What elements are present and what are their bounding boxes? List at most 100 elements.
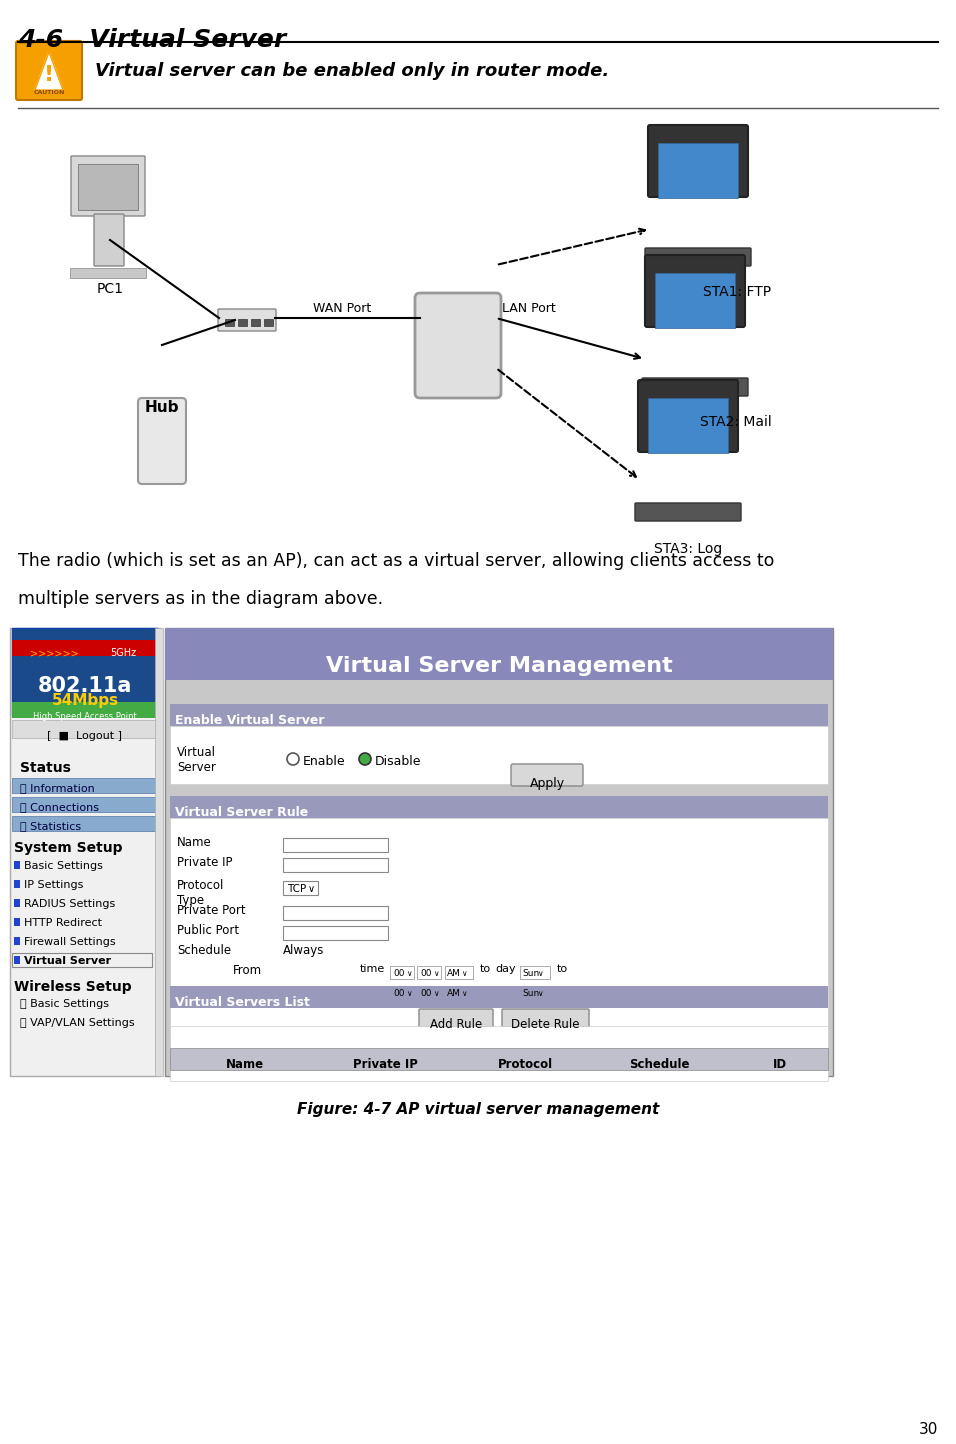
Text: 4-6   Virtual Server: 4-6 Virtual Server [18,27,286,52]
Bar [283,838,388,852]
Text: STA2: Mail: STA2: Mail [700,414,771,429]
Text: Virtual Server: Virtual Server [24,956,111,966]
FancyBboxPatch shape [415,293,501,399]
FancyBboxPatch shape [645,256,745,326]
Bar [390,966,414,979]
Bar [70,269,146,279]
Text: Private IP: Private IP [353,1058,418,1071]
Bar [264,319,273,326]
Text: WAN Port: WAN Port [313,302,371,315]
Bar [648,399,728,453]
Bar [12,953,152,967]
Bar [165,628,833,680]
Circle shape [359,752,371,765]
Text: ∨: ∨ [406,989,412,998]
Bar [283,926,388,940]
Text: Add Rule: Add Rule [430,1018,482,1031]
Bar [520,986,550,999]
Text: Virtual server can be enabled only in router mode.: Virtual server can be enabled only in ro… [95,62,609,79]
Text: Protocol: Protocol [498,1058,554,1071]
Bar [14,956,20,965]
Bar [12,797,158,812]
FancyBboxPatch shape [138,399,186,484]
Text: day: day [495,965,515,975]
Text: ⭢ Connections: ⭢ Connections [20,801,99,812]
Bar [283,858,388,872]
FancyBboxPatch shape [648,126,748,196]
Bar [14,900,20,907]
Text: The radio (which is set as an AP), can act as a virtual server, allowing clients: The radio (which is set as an AP), can a… [18,552,774,570]
Text: ∨: ∨ [433,969,439,978]
Text: Name: Name [227,1058,264,1071]
FancyBboxPatch shape [218,309,276,331]
Bar [78,165,138,209]
Bar [170,817,828,1044]
Text: ∨: ∨ [461,969,467,978]
Text: Virtual Server Rule: Virtual Server Rule [175,806,308,819]
Bar [14,861,20,869]
FancyBboxPatch shape [502,1009,589,1027]
Text: 54Mbps: 54Mbps [52,693,119,708]
Text: to: to [480,965,491,975]
Text: Sun: Sun [522,969,539,978]
Bar [170,1027,828,1082]
Text: Schedule: Schedule [177,944,231,957]
Bar [417,966,441,979]
Text: Public Port: Public Port [177,924,239,937]
Bar [155,628,163,1076]
Text: ∨: ∨ [308,884,315,894]
Bar [238,319,247,326]
Text: System Setup: System Setup [14,840,122,855]
Text: 5GHz: 5GHz [110,648,136,658]
Text: 00: 00 [420,989,431,998]
Text: multiple servers as in the diagram above.: multiple servers as in the diagram above… [18,591,383,608]
FancyBboxPatch shape [71,156,145,217]
FancyBboxPatch shape [419,1009,493,1027]
Text: ∨: ∨ [461,989,467,998]
Bar [12,640,158,656]
Text: Hub: Hub [144,400,179,414]
Text: Enable Virtual Server: Enable Virtual Server [175,713,324,726]
Bar [170,705,828,726]
Bar [12,816,158,830]
Text: ID: ID [772,1058,787,1071]
Text: Status: Status [20,761,71,775]
Text: 30: 30 [919,1422,938,1437]
Text: time: time [360,965,385,975]
Text: Basic Settings: Basic Settings [24,861,103,871]
Text: 00: 00 [393,989,404,998]
Text: Protocol
Type: Protocol Type [177,879,225,907]
Text: [  ■  Logout ]: [ ■ Logout ] [48,731,122,741]
Text: PC1: PC1 [97,282,123,296]
Bar [445,986,473,999]
Text: Sun: Sun [522,989,539,998]
Bar [12,721,158,738]
Text: ∨: ∨ [537,969,543,978]
Text: ∨: ∨ [406,969,412,978]
Text: ⭢ Statistics: ⭢ Statistics [20,822,81,830]
Bar [170,986,828,1008]
Text: Figure: 4-7 AP virtual server management: Figure: 4-7 AP virtual server management [297,1102,659,1118]
Text: Firewall Settings: Firewall Settings [24,937,116,947]
Bar [390,986,414,999]
Bar [14,879,20,888]
Text: Always: Always [283,944,324,957]
Text: Virtual Servers List: Virtual Servers List [175,996,310,1009]
Bar [283,905,388,920]
Text: Private Port: Private Port [177,904,246,917]
Bar [655,273,735,328]
Text: IP Settings: IP Settings [24,879,83,890]
Bar [170,796,828,817]
Bar [14,918,20,926]
Text: HTTP Redirect: HTTP Redirect [24,918,102,928]
Text: to: to [557,965,568,975]
Text: ⭢ Basic Settings: ⭢ Basic Settings [20,999,109,1009]
Text: RADIUS Settings: RADIUS Settings [24,900,116,910]
Text: !: ! [44,65,54,85]
Text: >>>>>>: >>>>>> [30,648,78,658]
Bar [12,628,158,716]
Text: Disable: Disable [375,755,422,768]
Text: ∨: ∨ [537,989,543,998]
FancyBboxPatch shape [638,380,738,452]
Bar [14,937,20,944]
